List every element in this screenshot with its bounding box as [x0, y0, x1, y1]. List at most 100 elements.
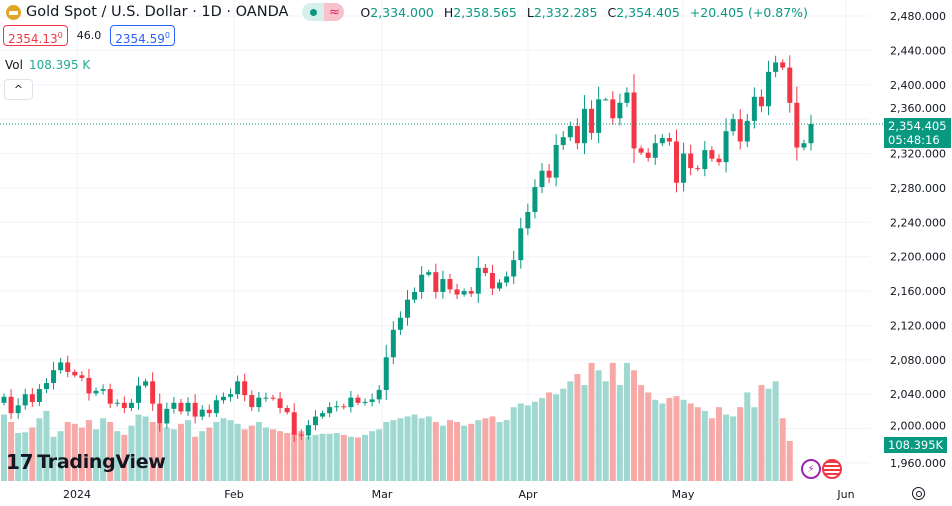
volume-bar [100, 418, 107, 481]
market-status[interactable]: ≈ [302, 3, 345, 21]
volume-bar [1, 414, 7, 481]
candle-up [185, 402, 191, 412]
candle-up [263, 397, 269, 399]
candle-up [383, 357, 389, 390]
volume-bar [418, 418, 425, 481]
time-axis[interactable]: 2024 Feb Mar Apr May Jun [63, 488, 855, 501]
candle-down [150, 381, 156, 404]
volume-bar [489, 416, 496, 481]
candle-down [447, 279, 453, 290]
candle-up [43, 383, 49, 390]
candle-up [511, 260, 517, 277]
close-value: 2,354.405 [616, 4, 680, 20]
y-tick-label: 2,280.000 [890, 182, 946, 195]
candle-up [100, 389, 106, 391]
candle-up [36, 389, 42, 402]
trade-buttons: 2354.130 46.0 2354.590 [3, 25, 175, 46]
candle-down [638, 148, 644, 153]
volume-bar [277, 431, 284, 481]
candle-down [277, 398, 283, 408]
volume-bar [8, 421, 15, 481]
volume-bar [567, 381, 574, 481]
volume-tag: 108.395K [884, 437, 948, 453]
volume-bar [291, 433, 298, 481]
symbol-title[interactable]: Gold Spot / U.S. Dollar · 1D · OANDA [26, 4, 289, 20]
buy-price: 2354.59 [115, 32, 165, 46]
candle-up [348, 397, 354, 408]
candle-up [532, 187, 538, 212]
volume-bar [517, 403, 524, 481]
candle-up [128, 402, 134, 408]
candle-down [242, 381, 248, 396]
candle-down [489, 273, 495, 289]
settings-gear-icon[interactable] [912, 487, 925, 500]
buy-price-pip: 0 [164, 31, 170, 40]
candle-up [475, 267, 481, 294]
volume-bars [1, 362, 793, 481]
volume-bar [199, 431, 206, 481]
candle-up [539, 170, 545, 188]
sell-price: 2354.13 [8, 32, 58, 46]
chevron-up-icon: ^ [13, 83, 24, 96]
collapse-legend-button[interactable]: ^ [4, 79, 33, 100]
volume-bar [156, 423, 163, 481]
volume-bar [149, 421, 156, 481]
volume-bar [114, 431, 121, 481]
volume-bar [234, 423, 241, 481]
volume-bar [652, 399, 659, 481]
tradingview-logo[interactable]: 17 TradingView [6, 450, 166, 474]
candle-up [213, 400, 219, 414]
volume-bar [482, 418, 489, 481]
candle-up [22, 394, 28, 406]
candle-down [341, 406, 347, 408]
volume-bar [687, 403, 694, 481]
open-label: O [360, 4, 371, 20]
candle-up [504, 276, 510, 283]
volume-bar [461, 425, 468, 481]
volume-bar [574, 373, 581, 481]
y-tick-label: 2,040.000 [890, 388, 946, 401]
y-tick-label: 1,960.000 [890, 457, 946, 470]
candle-up [305, 425, 311, 436]
volume-bar [270, 429, 276, 481]
volume-bar [326, 433, 333, 481]
volume-bar [43, 410, 50, 481]
volume-bar [588, 362, 595, 481]
volume-bar [786, 441, 793, 481]
high-value: 2,358.565 [453, 4, 517, 20]
volume-bar [602, 381, 609, 481]
volume-bar [319, 433, 326, 481]
us-flag-event-icon[interactable] [822, 459, 842, 479]
buy-button[interactable]: 2354.590 [110, 25, 175, 46]
volume-bar [50, 436, 57, 481]
y-tick-label: 2,400.000 [890, 79, 946, 92]
price-axis[interactable]: 2,480.000 2,440.000 2,400.000 2,360.000 2,32… [890, 10, 946, 470]
sell-button[interactable]: 2354.130 [3, 25, 68, 46]
candle-up [58, 362, 64, 371]
volume-bar [29, 427, 36, 481]
candle-up [228, 394, 234, 397]
volume-bar [128, 425, 135, 481]
volume-bar [715, 407, 722, 481]
volume-bar [64, 421, 71, 481]
volume-bar [340, 434, 347, 481]
volume-bar [298, 431, 305, 481]
open-value: 2,334.000 [370, 4, 434, 20]
y-tick-label: 2,360.000 [890, 102, 946, 115]
candle-up [426, 272, 432, 275]
volume-bar [227, 420, 234, 481]
candles [1, 55, 814, 442]
candle-up [581, 108, 587, 144]
volume-bar [503, 420, 510, 481]
volume-bar [744, 392, 751, 481]
logo-text: TradingView [37, 451, 166, 473]
volume-bar [659, 403, 666, 481]
y-tick-label: 2,000.000 [890, 420, 946, 433]
last-price: 2,354.405 [888, 119, 947, 133]
volume-bar [305, 436, 312, 481]
volume-bar [723, 414, 730, 481]
volume-bar [581, 385, 588, 481]
candle-up [808, 123, 814, 144]
lightning-event-icon[interactable]: ⚡ [801, 459, 821, 479]
